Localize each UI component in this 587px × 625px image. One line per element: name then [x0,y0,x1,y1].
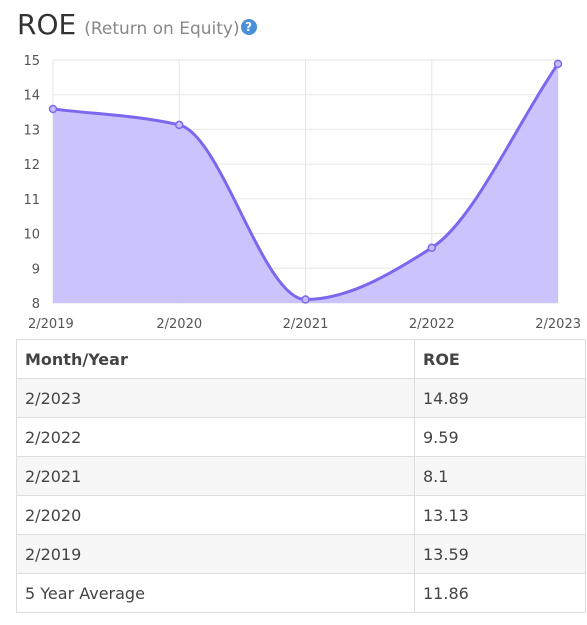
cell-roe: 13.59 [414,534,586,574]
roe-area-fill [53,63,558,303]
data-point[interactable] [175,120,184,130]
y-tick-label: 9 [32,262,40,277]
table-row: 2/2021 8.1 [16,456,586,496]
cell-roe: 14.89 [414,378,586,418]
y-tick-label: 11 [23,193,40,208]
cell-average-value: 11.86 [414,573,586,613]
y-tick-label: 8 [32,297,40,312]
x-axis-ticks: 2/2019 2/2020 2/2021 2/2022 2/2023 [28,317,581,332]
x-tick-label: 2/2019 [28,317,74,332]
cell-roe: 13.13 [414,495,586,535]
x-tick-label: 2/2023 [535,317,581,332]
y-tick-label: 10 [23,228,40,243]
y-tick-label: 14 [23,89,40,104]
cell-month-year: 2/2023 [16,378,415,418]
cell-month-year: 2/2021 [16,456,415,496]
page-title: ROE [17,8,77,41]
data-point[interactable] [301,295,310,304]
y-tick-label: 12 [23,158,40,173]
column-header-month-year: Month/Year [16,339,415,379]
x-tick-label: 2/2021 [283,317,329,332]
cell-month-year: 2/2020 [16,495,415,535]
page-subtitle: (Return on Equity) [84,19,240,39]
table-header-row: Month/Year ROE [16,339,586,379]
y-axis-ticks: 8 9 10 11 12 13 14 15 [23,54,40,312]
chart-header: ROE (Return on Equity) ? [17,8,257,44]
x-tick-label: 2/2022 [409,317,455,332]
data-points [48,59,563,304]
cell-roe: 8.1 [414,456,586,496]
table-row-average: 5 Year Average 11.86 [16,573,586,613]
cell-month-year: 2/2022 [16,417,415,457]
data-point[interactable] [427,243,436,253]
question-circle-icon[interactable]: ? [240,19,257,35]
table-row: 2/2019 13.59 [16,534,586,574]
y-tick-label: 15 [23,54,40,69]
x-tick-label: 2/2020 [156,317,202,332]
column-header-roe: ROE [414,339,586,379]
y-tick-label: 13 [23,123,40,138]
roe-table: Month/Year ROE 2/2023 14.89 2/2022 9.59 … [16,339,586,613]
table-row: 2/2022 9.59 [16,417,586,457]
table-row: 2/2020 13.13 [16,495,586,535]
data-point[interactable] [553,59,563,69]
cell-roe: 9.59 [414,417,586,457]
data-point[interactable] [48,104,58,114]
cell-average-label: 5 Year Average [16,573,415,613]
cell-month-year: 2/2019 [16,534,415,574]
table-row: 2/2023 14.89 [16,378,586,418]
